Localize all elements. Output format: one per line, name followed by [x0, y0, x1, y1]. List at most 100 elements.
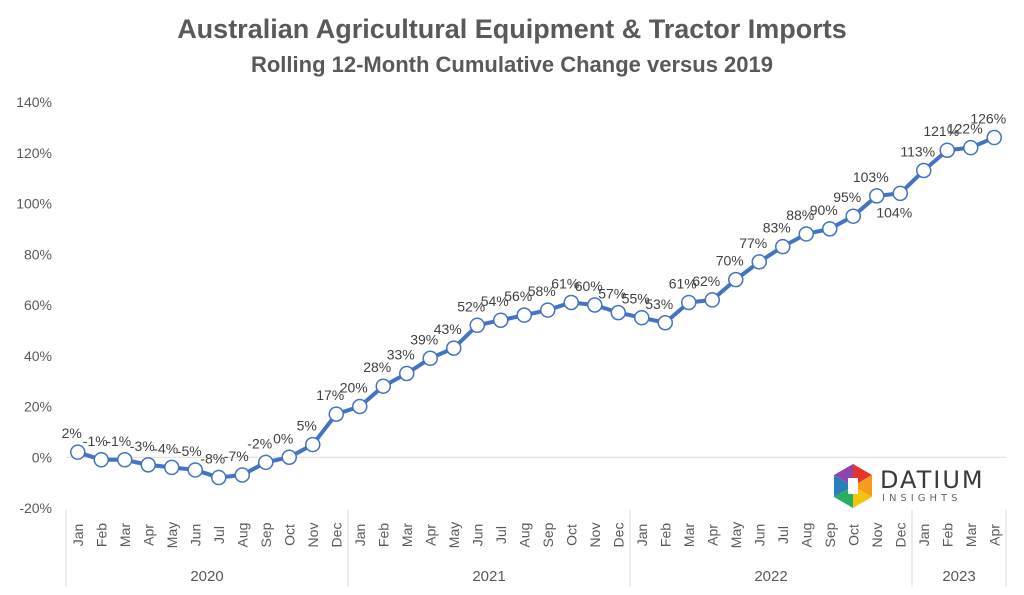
- x-tick-label: Oct: [563, 524, 579, 546]
- data-point: [634, 309, 650, 326]
- data-label: 5%: [297, 418, 317, 434]
- x-tick-label: Jul: [775, 526, 791, 544]
- data-label: 56%: [504, 288, 532, 304]
- data-point: [892, 185, 908, 202]
- x-tick-label: Jan: [70, 524, 86, 547]
- data-label: 53%: [645, 296, 673, 312]
- data-label: 122%: [947, 121, 983, 137]
- x-group-label: 2021: [472, 568, 505, 585]
- x-tick-label: Mar: [963, 523, 979, 547]
- x-tick-label: Mar: [117, 523, 133, 547]
- data-point: [117, 452, 133, 468]
- data-point: [587, 297, 603, 313]
- x-tick-label: Sep: [540, 522, 556, 547]
- data-label: 17%: [316, 387, 344, 403]
- x-tick-label: Jan: [634, 524, 650, 547]
- x-tick-label: Aug: [516, 523, 532, 548]
- x-tick-label: Dec: [328, 523, 344, 548]
- y-tick-label: 40%: [24, 348, 52, 364]
- y-tick-label: 80%: [24, 246, 52, 262]
- data-label: -1%: [83, 433, 108, 449]
- data-label: -4%: [153, 440, 178, 456]
- y-tick-label: 60%: [24, 297, 52, 313]
- data-label: 58%: [528, 283, 556, 299]
- data-point: [798, 226, 814, 242]
- data-label: 60%: [575, 278, 603, 294]
- data-label: 88%: [786, 207, 814, 223]
- data-point: [540, 302, 556, 318]
- data-point: [657, 315, 673, 331]
- data-label: 61%: [551, 275, 579, 291]
- data-point: [211, 469, 227, 486]
- data-point: [93, 452, 109, 468]
- data-label: 52%: [457, 298, 485, 314]
- data-point: [493, 312, 509, 328]
- x-group-label: 2023: [942, 568, 975, 585]
- y-tick-label: 120%: [16, 145, 52, 161]
- x-tick-label: Apr: [140, 524, 156, 546]
- data-point: [751, 254, 767, 270]
- data-label: -7%: [224, 448, 249, 464]
- data-point: [70, 444, 86, 460]
- data-point: [939, 142, 955, 158]
- y-tick-label: 140%: [16, 94, 52, 110]
- data-label: -1%: [106, 433, 131, 449]
- x-tick-label: Jul: [493, 526, 509, 544]
- x-group-label: 2022: [754, 568, 787, 585]
- data-label: 113%: [900, 144, 935, 160]
- data-label: 77%: [739, 235, 767, 251]
- x-tick-label: Feb: [93, 523, 109, 547]
- data-point: [187, 462, 203, 478]
- data-label: 57%: [598, 286, 626, 302]
- x-tick-label: Jan: [916, 524, 932, 547]
- data-label: 95%: [833, 189, 861, 205]
- data-point: [281, 449, 297, 465]
- x-tick-label: Nov: [587, 523, 603, 548]
- data-point: [681, 294, 697, 311]
- data-label: 2%: [62, 425, 82, 441]
- x-tick-label: Nov: [305, 523, 321, 548]
- data-label: -5%: [177, 443, 202, 459]
- chart-subtitle: Rolling 12-Month Cumulative Change versu…: [250, 52, 773, 77]
- data-point: [328, 406, 344, 422]
- x-tick-label: Dec: [892, 523, 908, 548]
- x-tick-label: Sep: [822, 522, 838, 547]
- data-label: 126%: [970, 111, 1006, 127]
- data-point: [610, 304, 626, 321]
- data-label: 55%: [622, 291, 650, 307]
- data-point: [516, 307, 532, 323]
- x-tick-label: Feb: [939, 523, 955, 547]
- data-point: [305, 436, 321, 453]
- data-point: [234, 467, 250, 483]
- x-tick-label: Apr: [422, 524, 438, 546]
- x-tick-label: Dec: [610, 523, 626, 548]
- x-tick-label: Jun: [469, 524, 485, 547]
- x-tick-label: Mar: [399, 523, 415, 547]
- data-point: [258, 454, 274, 471]
- data-point: [446, 340, 462, 356]
- x-tick-label: Jan: [352, 524, 368, 547]
- x-tick-label: Apr: [704, 524, 720, 546]
- x-tick-label: Mar: [681, 523, 697, 547]
- y-tick-label: 20%: [24, 399, 52, 415]
- datium-logo: DATIUM INSIGHTS: [830, 462, 983, 510]
- data-point: [469, 317, 485, 334]
- data-point: [399, 365, 415, 382]
- x-tick-label: Sep: [258, 522, 274, 547]
- data-label: 104%: [876, 204, 912, 220]
- logo-name: DATIUM: [880, 466, 985, 494]
- data-point: [704, 292, 720, 308]
- data-point: [164, 459, 180, 476]
- logo-tagline: INSIGHTS: [882, 493, 962, 504]
- x-tick-label: Aug: [798, 523, 814, 548]
- data-label: 39%: [410, 331, 438, 347]
- x-tick-label: Aug: [234, 523, 250, 548]
- x-tick-label: Feb: [375, 523, 391, 547]
- data-label: 70%: [716, 253, 744, 269]
- y-tick-label: -20%: [19, 500, 52, 516]
- data-point: [845, 208, 861, 224]
- data-label: 90%: [810, 202, 838, 218]
- data-point: [728, 271, 744, 288]
- data-point: [822, 221, 838, 237]
- x-group-label: 2020: [190, 568, 223, 585]
